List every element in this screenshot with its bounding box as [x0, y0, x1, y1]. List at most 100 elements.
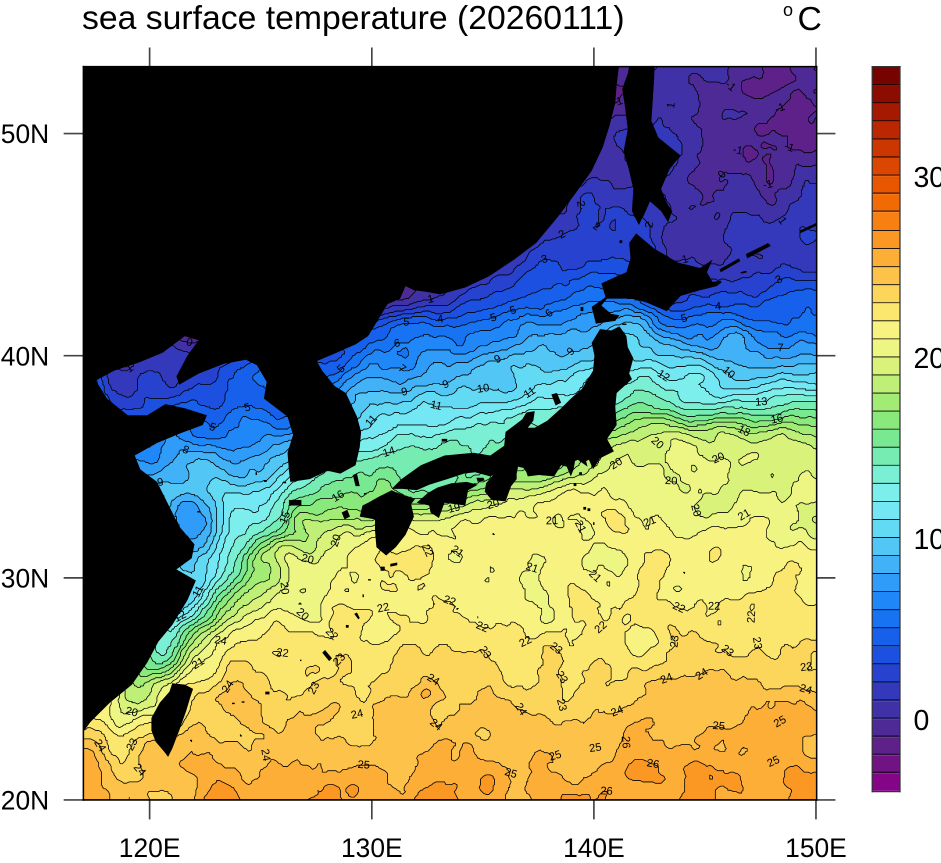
svg-text:sea surface temperature (20260: sea surface temperature (20260111): [82, 0, 625, 37]
svg-text:19: 19: [447, 501, 462, 515]
svg-text:18: 18: [736, 423, 752, 439]
svg-text:-1: -1: [782, 140, 795, 155]
svg-text:25: 25: [548, 749, 563, 764]
svg-text:22: 22: [517, 634, 533, 650]
svg-text:1: 1: [775, 215, 788, 227]
svg-text:24: 24: [609, 704, 625, 720]
svg-text:25: 25: [712, 720, 725, 733]
svg-text:23: 23: [547, 640, 564, 657]
svg-text:25: 25: [357, 759, 370, 772]
svg-text:1: 1: [665, 101, 678, 109]
svg-text:3: 3: [774, 273, 785, 287]
svg-text:24: 24: [214, 634, 228, 648]
svg-text:25: 25: [772, 714, 789, 731]
svg-text:50N: 50N: [1, 119, 49, 149]
svg-text:22: 22: [671, 600, 687, 616]
svg-text:26: 26: [600, 785, 613, 798]
svg-text:15: 15: [278, 510, 294, 526]
svg-text:5: 5: [243, 401, 252, 414]
svg-text:12: 12: [655, 368, 672, 385]
svg-text:9: 9: [441, 378, 451, 391]
svg-text:10: 10: [913, 524, 941, 556]
svg-text:22: 22: [376, 601, 391, 615]
svg-text:21: 21: [572, 519, 588, 535]
svg-text:24: 24: [350, 707, 365, 721]
svg-text:3: 3: [540, 253, 550, 266]
svg-text:26: 26: [646, 757, 660, 771]
svg-text:1: 1: [681, 253, 690, 266]
svg-text:C: C: [798, 0, 822, 38]
svg-text:0: 0: [185, 336, 194, 349]
svg-text:22: 22: [746, 610, 759, 623]
svg-text:-1: -1: [732, 144, 744, 158]
svg-text:1: 1: [426, 293, 434, 306]
svg-text:9: 9: [492, 353, 503, 366]
svg-text:20: 20: [278, 581, 291, 595]
svg-text:6: 6: [393, 337, 401, 350]
svg-text:120E: 120E: [119, 833, 181, 858]
svg-text:-1: -1: [773, 101, 786, 116]
svg-text:21: 21: [642, 514, 658, 530]
svg-text:22: 22: [474, 619, 490, 635]
svg-text:24: 24: [91, 737, 108, 754]
svg-text:26: 26: [619, 736, 631, 749]
svg-text:20N: 20N: [1, 786, 49, 816]
svg-text:20: 20: [665, 475, 678, 488]
svg-text:30: 30: [913, 162, 941, 194]
svg-text:-1: -1: [762, 178, 774, 192]
svg-text:20: 20: [710, 450, 726, 466]
svg-text:23: 23: [800, 661, 814, 675]
svg-text:5: 5: [208, 421, 218, 434]
svg-text:14: 14: [381, 445, 397, 460]
svg-text:140E: 140E: [563, 833, 625, 858]
svg-text:25: 25: [765, 754, 781, 770]
svg-text:25: 25: [503, 766, 518, 781]
svg-text:2: 2: [643, 221, 656, 229]
svg-text:21: 21: [736, 507, 753, 524]
svg-text:5: 5: [680, 312, 689, 325]
svg-text:20: 20: [300, 552, 315, 567]
svg-text:4: 4: [715, 301, 721, 313]
svg-text:23: 23: [476, 644, 493, 661]
svg-text:20: 20: [329, 533, 344, 549]
svg-text:24: 24: [798, 682, 813, 697]
svg-text:24: 24: [220, 678, 237, 695]
svg-text:30N: 30N: [1, 563, 49, 593]
svg-text:24: 24: [425, 672, 442, 689]
svg-text:0: 0: [913, 705, 929, 737]
svg-text:10: 10: [476, 382, 490, 396]
svg-text:4: 4: [436, 313, 444, 326]
svg-text:23: 23: [668, 635, 681, 649]
svg-text:9: 9: [156, 476, 165, 489]
svg-text:o: o: [783, 0, 793, 20]
svg-text:150E: 150E: [785, 833, 847, 858]
svg-text:21: 21: [524, 561, 540, 576]
svg-text:130E: 130E: [341, 833, 403, 858]
svg-text:2: 2: [590, 220, 602, 233]
svg-text:25: 25: [588, 741, 602, 755]
svg-text:0: 0: [711, 210, 722, 224]
svg-text:24: 24: [258, 748, 272, 762]
svg-text:40N: 40N: [1, 341, 49, 371]
svg-text:22: 22: [419, 543, 435, 559]
svg-text:8: 8: [180, 444, 190, 457]
svg-text:20: 20: [124, 705, 139, 720]
svg-text:23: 23: [306, 680, 322, 697]
svg-text:9: 9: [400, 386, 409, 399]
svg-text:13: 13: [755, 396, 768, 409]
svg-text:21: 21: [449, 543, 466, 560]
svg-text:5: 5: [489, 311, 498, 324]
svg-text:22: 22: [708, 601, 720, 613]
svg-text:20: 20: [913, 343, 941, 375]
svg-text:16: 16: [770, 412, 785, 426]
svg-text:11: 11: [522, 385, 538, 401]
svg-text:1: 1: [124, 362, 136, 375]
svg-text:23: 23: [553, 669, 570, 686]
svg-text:21: 21: [190, 655, 207, 672]
svg-text:2: 2: [574, 200, 587, 208]
svg-text:24: 24: [694, 666, 711, 683]
svg-text:20: 20: [608, 456, 625, 473]
svg-text:5: 5: [508, 304, 518, 317]
svg-text:22: 22: [276, 647, 290, 660]
svg-text:5: 5: [403, 316, 410, 328]
